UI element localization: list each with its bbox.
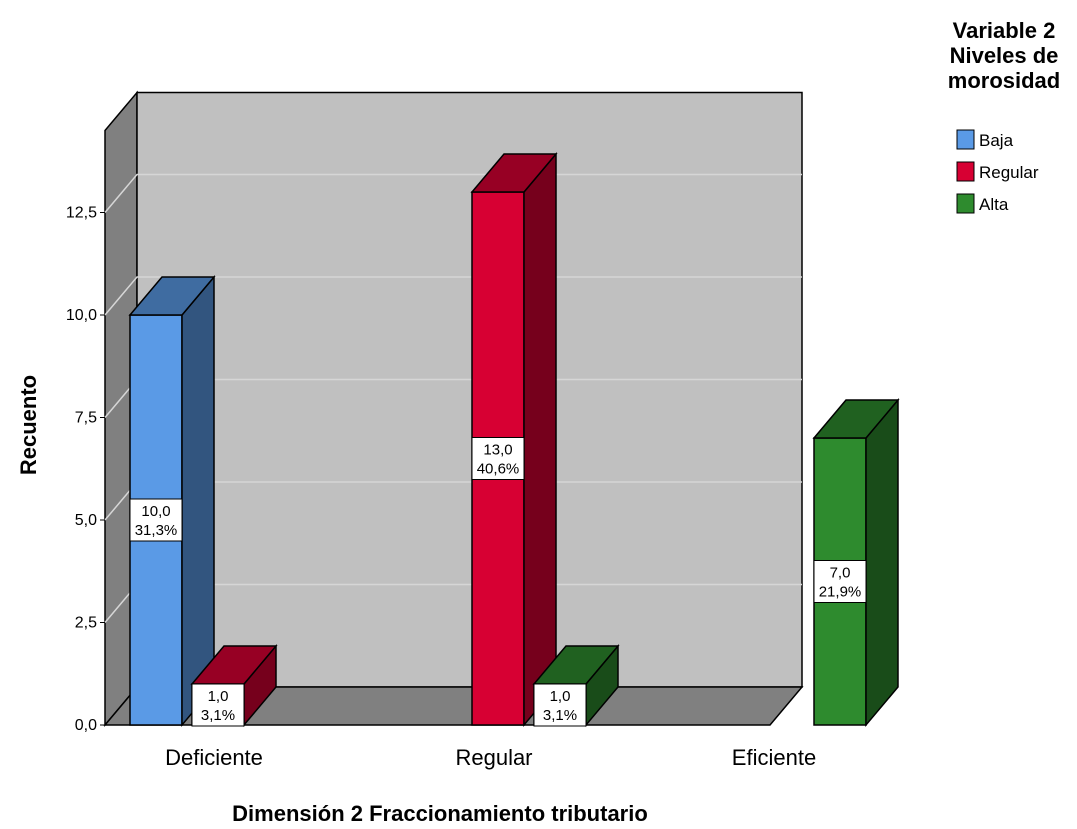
data-label: 1,0 3,1% <box>191 683 245 727</box>
gridline <box>104 276 802 316</box>
data-label-percent: 31,3% <box>135 522 178 539</box>
legend-title: Niveles de <box>950 43 1059 68</box>
y-tick-label: 7,5 <box>75 410 97 427</box>
x-category-label: Deficiente <box>165 745 263 770</box>
data-label-count: 1,0 <box>550 688 571 705</box>
back-wall <box>136 91 803 688</box>
legend-item-alta: Alta <box>956 193 1009 214</box>
gridline <box>104 173 802 213</box>
legend-title: Variable 2 <box>953 18 1056 43</box>
data-label-count: 7,0 <box>830 565 851 582</box>
legend-label: Baja <box>979 131 1014 150</box>
legend-item-regular: Regular <box>956 161 1039 182</box>
y-tick-label: 2,5 <box>75 615 97 632</box>
data-label-count: 10,0 <box>141 503 170 520</box>
x-category-label: Regular <box>455 745 532 770</box>
x-axis-title: Dimensión 2 Fraccionamiento tributario <box>232 801 648 826</box>
y-tick-label: 5,0 <box>75 512 97 529</box>
data-label: 13,0 40,6% <box>471 437 525 480</box>
y-axis-ticks: 0,0 2,5 5,0 7,5 10,0 12,5 <box>66 205 105 734</box>
data-label: 7,0 21,9% <box>813 560 867 603</box>
legend-swatch <box>956 193 975 214</box>
chart-walls <box>103 90 804 728</box>
y-tick-label: 12,5 <box>66 205 97 222</box>
data-label-percent: 3,1% <box>543 707 577 724</box>
legend-label: Regular <box>979 163 1039 182</box>
data-label-count: 1,0 <box>208 688 229 705</box>
data-label-percent: 3,1% <box>201 707 235 724</box>
x-axis-categories: Deficiente Regular Eficiente <box>165 745 816 770</box>
legend-label: Alta <box>979 195 1009 214</box>
data-label: 10,0 31,3% <box>129 498 183 542</box>
data-label-percent: 21,9% <box>819 584 862 601</box>
y-tick-label: 10,0 <box>66 307 97 324</box>
data-label: 1,0 3,1% <box>533 683 587 727</box>
legend-swatch <box>956 129 975 150</box>
data-labels: 10,0 31,3% 1,0 3,1% 13,0 40,6% 1,0 3,1% 7,0 21,9% <box>129 437 867 727</box>
y-axis-title: Recuento <box>16 375 41 475</box>
data-label-percent: 40,6% <box>477 461 520 478</box>
legend-title: morosidad <box>948 68 1060 93</box>
legend-item-baja: Baja <box>956 129 1014 150</box>
data-label-count: 13,0 <box>483 442 512 459</box>
bar-alta-eficiente <box>812 397 900 728</box>
legend-swatch <box>956 161 975 182</box>
y-tick-label: 0,0 <box>75 717 97 734</box>
x-category-label: Eficiente <box>732 745 816 770</box>
